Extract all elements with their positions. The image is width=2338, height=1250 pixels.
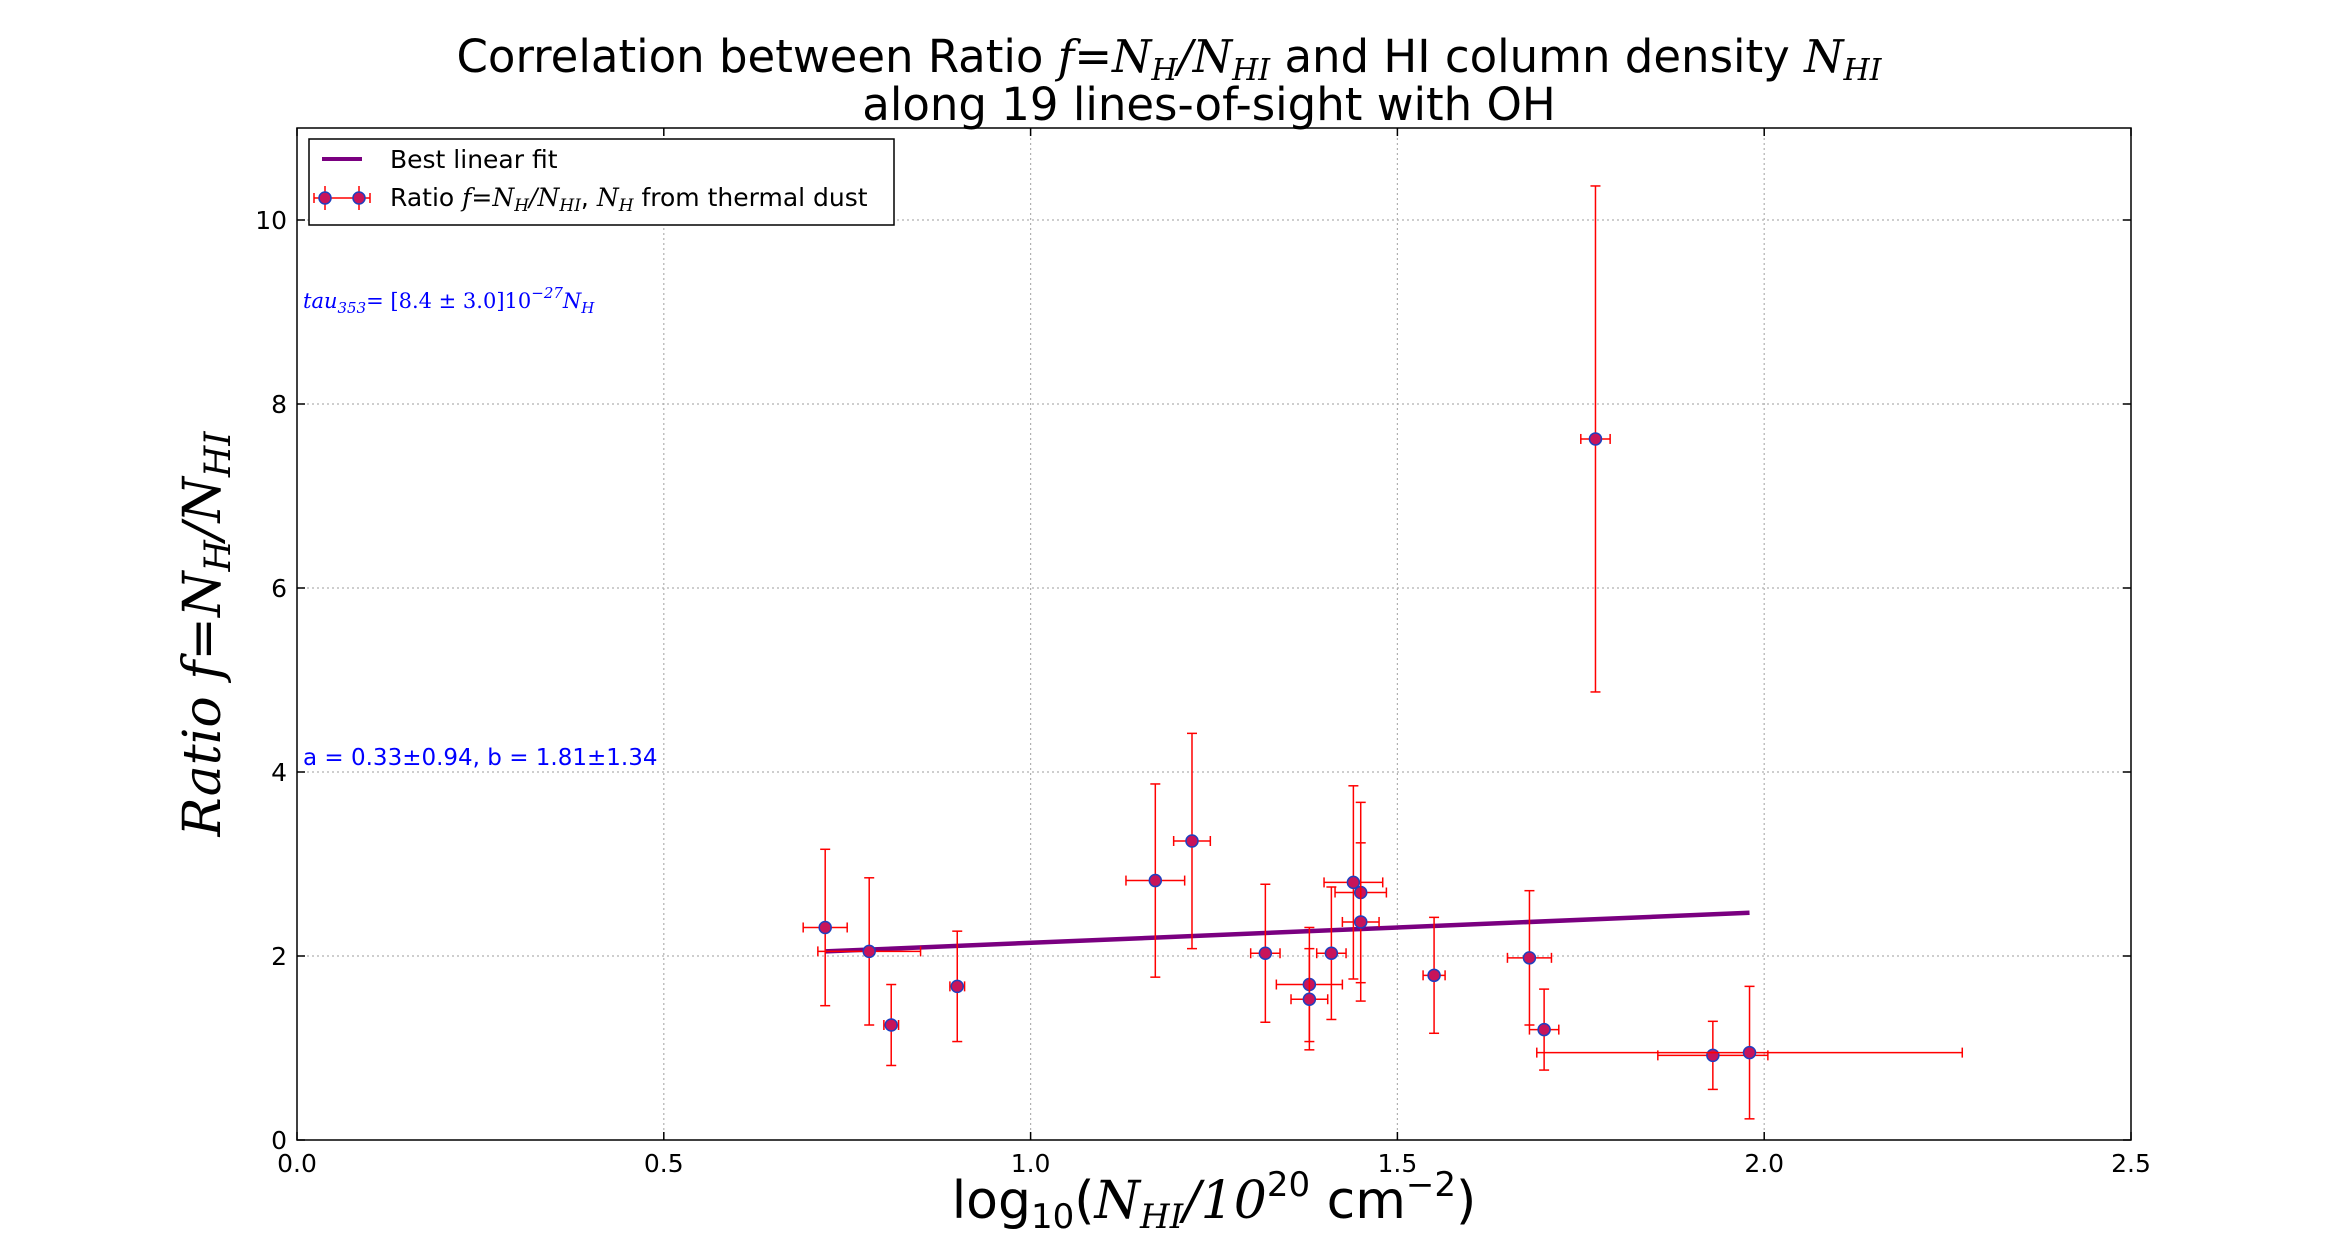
point-marker xyxy=(1537,1022,1551,1037)
point-marker xyxy=(884,1018,898,1032)
x-tick-label: 1.0 xyxy=(1011,1149,1051,1178)
fit-line-group xyxy=(825,910,1750,954)
title-text-middle: and HI column density xyxy=(1270,30,1804,83)
data-point xyxy=(1125,783,1186,978)
x-tick-label: 1.5 xyxy=(1378,1149,1418,1178)
y-axis-label: Ratio f=NH/NHI xyxy=(173,431,239,838)
y-tick-label: 2 xyxy=(271,942,287,971)
x-ticks: 0.0 0.5 1.0 1.5 2.0 2.5 xyxy=(277,128,2151,1178)
x-axis-label: log10(NHI/1020 cm−2) xyxy=(952,1165,1477,1237)
point-marker xyxy=(1258,946,1273,960)
data-point xyxy=(883,983,900,1067)
data-point xyxy=(1580,185,1611,693)
data-point xyxy=(1290,947,1329,1051)
point-marker xyxy=(950,979,964,994)
point-marker xyxy=(1302,992,1317,1006)
data-point xyxy=(1422,916,1446,1035)
y-tick-label: 8 xyxy=(271,390,287,419)
point-marker xyxy=(1324,946,1339,960)
data-point xyxy=(817,877,922,1026)
x-tick-label: 0.0 xyxy=(277,1149,317,1178)
legend: Best linear fit Ratio f=NH/NHI, NH from … xyxy=(308,138,895,226)
point-marker xyxy=(1522,951,1537,965)
data-point xyxy=(1528,988,1560,1071)
point-marker xyxy=(862,944,876,959)
title-math-nhi: NHI xyxy=(1803,30,1883,88)
plot-frame xyxy=(296,127,2132,1141)
data-point xyxy=(1536,985,1964,1120)
data-point xyxy=(1506,889,1553,1026)
title-math-eq: = xyxy=(1074,30,1112,83)
point-marker xyxy=(1148,873,1163,888)
point-marker xyxy=(1588,432,1603,446)
data-point xyxy=(1249,883,1281,1023)
data-point xyxy=(1172,732,1212,950)
chart-title-line2: along 19 lines-of-sight with OH xyxy=(862,78,1555,131)
legend-box xyxy=(308,138,895,226)
y-ticks: 0 2 4 6 8 10 xyxy=(255,206,2131,1155)
fit-line xyxy=(825,910,1750,954)
data-point xyxy=(1323,785,1384,980)
data-point xyxy=(802,848,848,1007)
point-marker xyxy=(1427,968,1441,983)
point-marker xyxy=(818,920,832,935)
legend-errorbar-swatch xyxy=(313,186,371,210)
grid xyxy=(297,128,2131,1140)
y-tick-label: 0 xyxy=(271,1126,287,1155)
point-marker xyxy=(1706,1048,1720,1063)
y-tick-label: 6 xyxy=(271,574,287,603)
annotation-tau: tau353= [8.4 ± 3.0]10−27NH xyxy=(303,284,595,317)
legend-fit-label: Best linear fit xyxy=(390,145,558,174)
data-point xyxy=(949,930,966,1043)
y-tick-label: 4 xyxy=(271,758,287,787)
x-tick-label: 0.5 xyxy=(644,1149,684,1178)
annotation-fit-params: a = 0.33±0.94, b = 1.81±1.34 xyxy=(303,745,658,771)
point-marker xyxy=(1346,875,1361,890)
points-group xyxy=(802,185,1964,1120)
point-marker xyxy=(1185,834,1199,848)
point-marker xyxy=(1353,915,1368,929)
y-tick-label: 10 xyxy=(255,206,287,235)
x-tick-label: 2.5 xyxy=(2111,1149,2151,1178)
x-tick-label: 2.0 xyxy=(1744,1149,1784,1178)
point-marker xyxy=(1742,1045,1757,1060)
data-point xyxy=(1315,886,1347,1021)
title-text-prefix: Correlation between Ratio xyxy=(457,30,1058,83)
data-point xyxy=(1341,842,1380,1002)
